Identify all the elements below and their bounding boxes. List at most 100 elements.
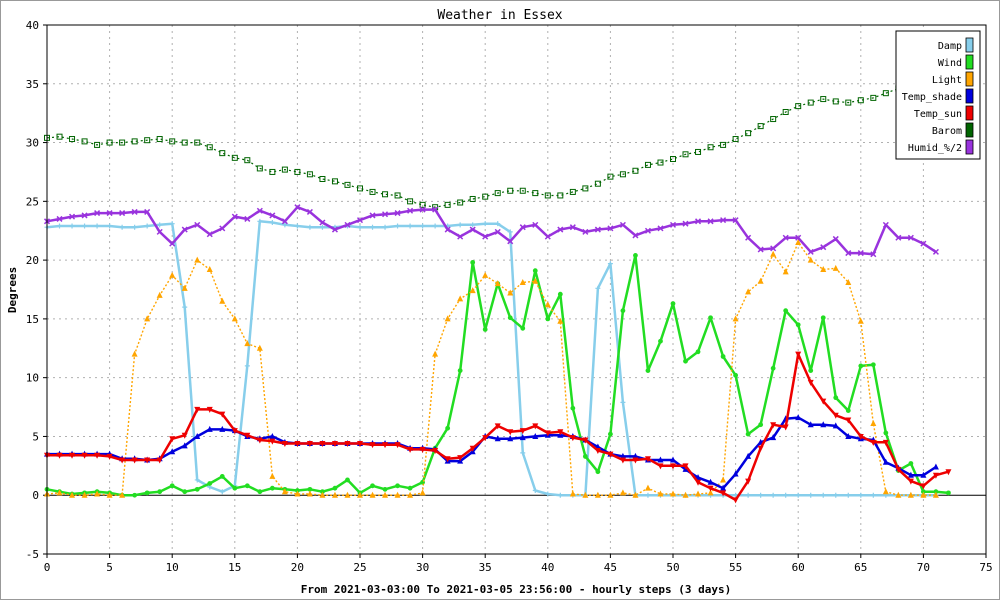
data-point-temp-sun: [619, 457, 626, 464]
data-point-temp-shade: [732, 470, 739, 477]
data-point-temp-sun: [882, 439, 889, 446]
data-point-temp-sun: [682, 463, 689, 470]
data-point-barom: [607, 173, 614, 180]
data-point-damp: [357, 224, 363, 230]
data-point-humid-2: [870, 251, 877, 258]
data-point-light: [319, 491, 326, 498]
data-point-temp-sun: [306, 440, 313, 447]
data-point-humid-2: [544, 233, 551, 240]
data-point-temp-shade: [532, 432, 539, 439]
data-point-barom: [707, 144, 714, 151]
data-point-damp: [833, 492, 839, 498]
data-point-temp-sun: [382, 442, 389, 449]
data-point-humid-2: [269, 212, 276, 219]
data-point-temp-sun: [895, 466, 902, 473]
data-point-wind: [457, 368, 463, 374]
data-point-barom: [832, 98, 839, 105]
data-point-damp: [257, 218, 263, 224]
data-point-light: [932, 491, 939, 498]
data-point-wind: [257, 489, 263, 495]
data-point-light: [732, 315, 739, 322]
data-point-light: [682, 491, 689, 498]
data-point-temp-sun: [331, 440, 338, 447]
data-point-humid-2: [507, 238, 514, 245]
data-point-wind: [132, 492, 138, 498]
data-point-humid-2: [882, 221, 889, 228]
data-point-humid-2: [669, 221, 677, 228]
data-point-light: [569, 490, 576, 497]
data-point-barom: [131, 138, 138, 145]
data-point-wind: [307, 486, 313, 492]
data-point-temp-sun: [557, 429, 564, 436]
data-point-light: [444, 315, 451, 322]
data-point-temp-sun: [745, 478, 752, 485]
x-tick-label: 75: [979, 561, 992, 574]
data-point-wind: [520, 325, 526, 331]
data-point-temp-sun: [394, 442, 401, 449]
data-point-temp-shade: [632, 452, 639, 459]
data-point-damp: [620, 399, 626, 405]
legend-label-wind: Wind: [938, 58, 962, 69]
data-point-barom: [419, 201, 426, 208]
data-point-light: [607, 491, 614, 498]
data-point-wind: [157, 489, 163, 495]
data-point-humid-2: [144, 208, 151, 215]
data-point-damp: [382, 224, 388, 230]
y-tick-label: 35: [26, 78, 39, 91]
data-point-humid-2: [532, 221, 539, 228]
data-point-light: [507, 289, 514, 296]
data-point-temp-sun: [231, 428, 238, 435]
data-point-temp-sun: [519, 428, 526, 435]
data-point-temp-sun: [269, 438, 276, 445]
legend-swatch-damp: [965, 37, 974, 53]
data-point-temp-sun: [857, 433, 864, 440]
data-point-temp-sun: [932, 472, 939, 479]
data-point-barom: [619, 171, 626, 178]
series-line-light: [46, 241, 936, 496]
legend-label-light: Light: [932, 75, 962, 86]
data-point-barom: [870, 94, 877, 101]
data-point-temp-sun: [795, 351, 802, 358]
data-point-barom: [770, 116, 777, 123]
data-point-wind: [720, 354, 726, 359]
data-point-temp-sun: [206, 406, 213, 413]
data-point-temp-sun: [807, 379, 814, 386]
data-point-wind: [833, 395, 839, 401]
data-point-temp-shade: [219, 425, 226, 432]
data-point-light: [394, 491, 401, 498]
data-point-barom: [657, 159, 664, 166]
legend-label-humid-2: Humid_%/2: [908, 143, 962, 154]
data-point-damp: [319, 224, 325, 230]
data-point-light: [407, 491, 414, 498]
data-point-light: [544, 301, 551, 308]
data-point-damp: [457, 222, 463, 228]
data-point-light: [782, 268, 789, 275]
data-point-barom: [820, 96, 827, 103]
data-point-humid-2: [770, 245, 777, 252]
data-point-barom: [807, 99, 814, 106]
data-point-humid-2: [244, 215, 251, 222]
data-point-light: [81, 491, 88, 498]
data-point-humid-2: [457, 233, 464, 240]
data-point-humid-2: [219, 225, 226, 232]
series-light: [44, 238, 939, 498]
x-tick-label: 50: [666, 561, 679, 574]
data-point-barom: [94, 141, 101, 148]
data-point-barom: [382, 191, 389, 198]
data-point-damp: [244, 363, 250, 369]
x-tick-label: 65: [854, 561, 867, 574]
data-point-light: [469, 287, 476, 294]
data-point-damp: [820, 492, 826, 498]
data-point-damp: [745, 492, 751, 498]
data-point-humid-2: [106, 210, 113, 217]
data-point-light: [707, 489, 714, 496]
data-point-wind: [845, 408, 851, 413]
data-point-temp-sun: [469, 445, 476, 452]
data-point-barom: [482, 193, 489, 200]
data-point-wind: [820, 315, 826, 321]
data-point-barom: [394, 192, 401, 199]
data-point-humid-2: [569, 224, 576, 231]
data-point-barom: [519, 187, 526, 194]
data-point-barom: [469, 195, 476, 202]
data-point-humid-2: [81, 212, 88, 219]
